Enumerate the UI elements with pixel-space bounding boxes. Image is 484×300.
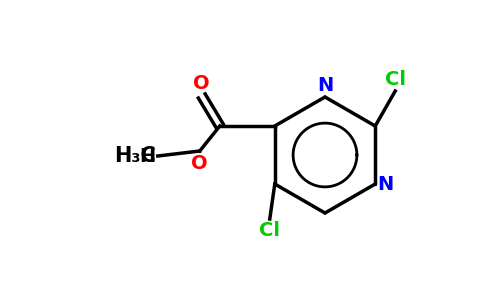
Text: N: N — [317, 76, 333, 95]
Text: H: H — [139, 146, 156, 166]
Text: O: O — [192, 154, 208, 173]
Text: Cl: Cl — [259, 221, 280, 240]
Text: O: O — [194, 74, 210, 93]
Text: H₃C: H₃C — [114, 146, 156, 166]
Text: N: N — [377, 175, 393, 194]
Text: Cl: Cl — [385, 70, 406, 89]
